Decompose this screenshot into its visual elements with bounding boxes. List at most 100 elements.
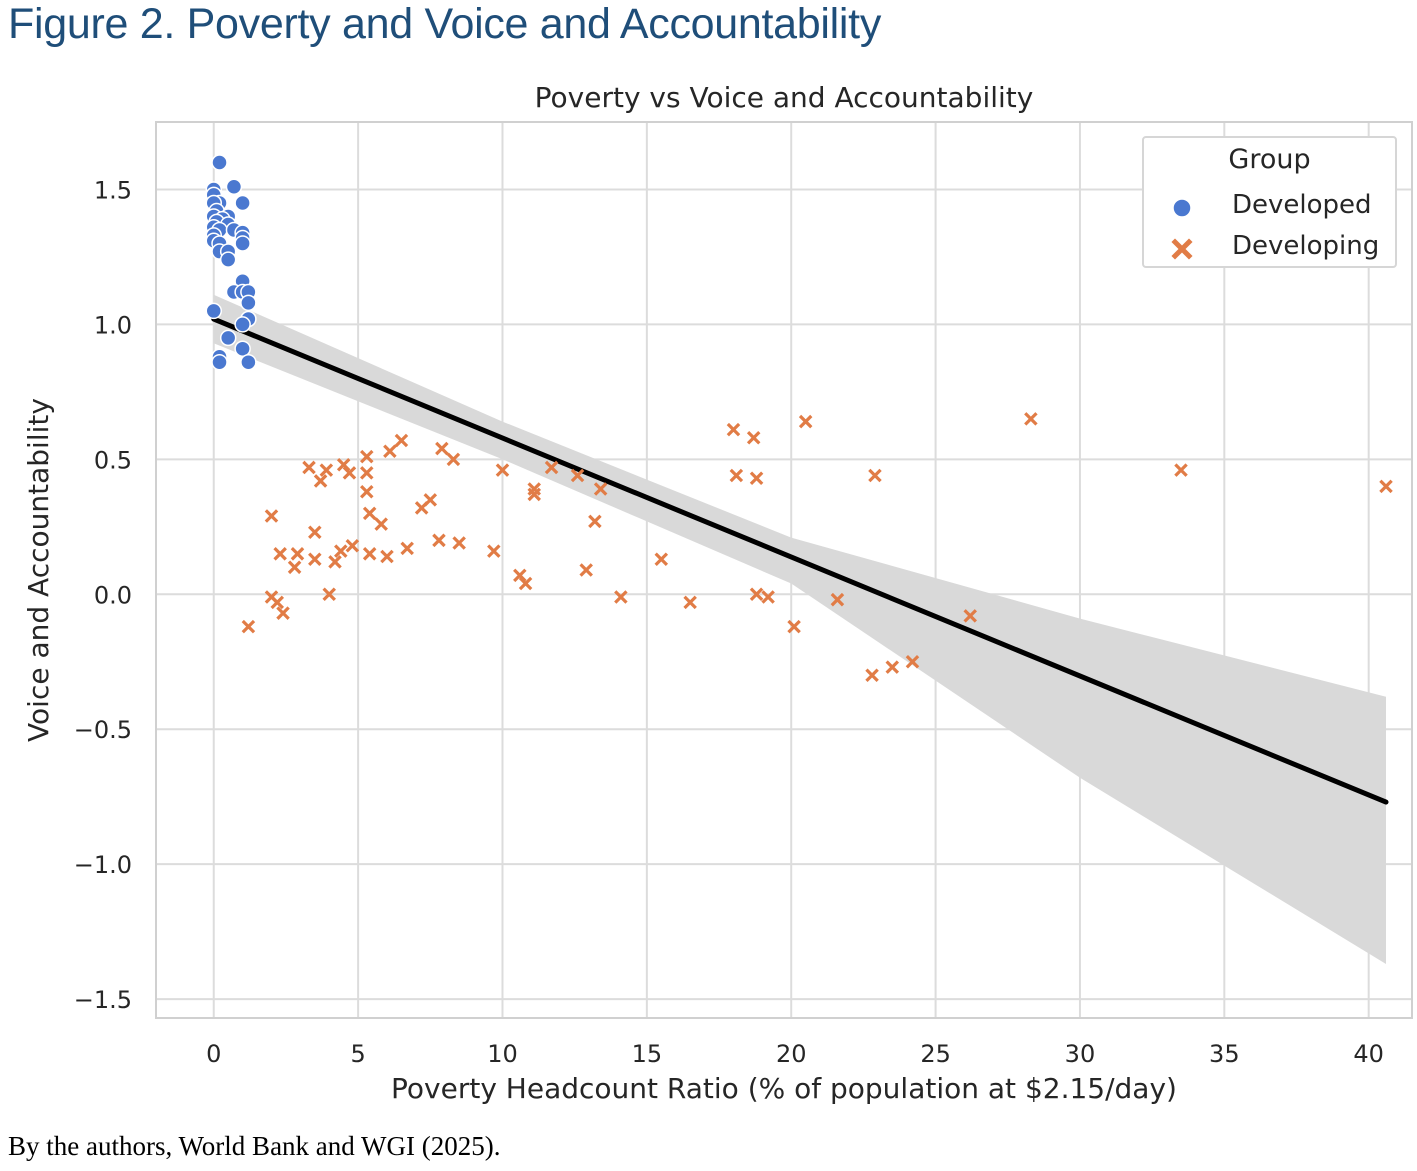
developed-point — [234, 316, 251, 333]
developing-point — [452, 536, 466, 550]
plot-frame — [155, 121, 1413, 1019]
x-tick-label: 5 — [350, 1040, 365, 1068]
developing-point — [513, 568, 527, 583]
developing-point — [336, 457, 351, 472]
developing-point — [868, 468, 882, 483]
y-tick-labels: 1.5 1.0 0.5 0.0 −0.5 −1.0 −1.5 — [74, 176, 132, 1014]
developing-point — [287, 560, 302, 575]
developing-point — [570, 468, 585, 483]
legend-item-developed: Developed — [1170, 190, 1390, 224]
developing-point — [865, 668, 879, 683]
developing-point — [308, 552, 322, 566]
developing-point — [746, 430, 761, 445]
legend-label-developed: Developed — [1232, 190, 1372, 220]
developing-point — [885, 660, 900, 674]
developing-point — [264, 509, 279, 523]
developing-point — [313, 474, 328, 488]
developed-point — [205, 302, 222, 320]
source-note: By the authors, World Bank and WGI (2025… — [8, 1131, 501, 1161]
developing-point — [588, 514, 602, 529]
developing-point — [798, 414, 813, 429]
developed-point — [234, 194, 251, 212]
y-tick-label: 0.5 — [94, 446, 132, 474]
developing-point — [290, 547, 305, 561]
x-tick-label: 15 — [632, 1040, 663, 1068]
developing-point — [761, 590, 775, 604]
x-tick-label: 20 — [776, 1040, 807, 1068]
x-axis-label: Poverty Headcount Ratio (% of population… — [391, 1072, 1177, 1105]
developing-point — [345, 538, 360, 553]
x-tick-label: 40 — [1353, 1040, 1384, 1068]
developed-point — [240, 294, 257, 312]
circle-marker-icon — [1172, 198, 1192, 218]
developing-point — [518, 576, 533, 591]
regression-line — [211, 316, 1389, 805]
developing-point — [328, 555, 342, 569]
x-marker-icon — [1171, 238, 1193, 260]
developing-point — [446, 452, 461, 467]
x-tick-label: 0 — [206, 1040, 221, 1068]
chart-title: Poverty vs Voice and Accountability — [535, 81, 1034, 114]
developing-point — [423, 493, 438, 507]
x-tick-label: 35 — [1209, 1040, 1240, 1068]
developing-point — [905, 654, 920, 669]
developing-point — [400, 541, 414, 556]
developing-point — [487, 544, 501, 558]
developing-point — [749, 471, 764, 486]
legend-item-developing: Developing — [1170, 231, 1390, 265]
developing-point — [729, 468, 744, 483]
developing-point — [432, 533, 446, 548]
confidence-band — [213, 294, 1387, 964]
developing-point — [276, 606, 290, 620]
developing-point — [302, 460, 316, 475]
legend: Group Developed Developing — [1142, 136, 1397, 268]
developing-point — [270, 595, 285, 610]
developing-point — [495, 463, 510, 477]
regression-line-path — [211, 316, 1389, 805]
developing-point — [593, 482, 608, 496]
figure-title: Figure 2. Poverty and Voice and Accounta… — [8, 0, 882, 48]
developing-point — [394, 433, 409, 448]
developing-point — [360, 449, 374, 464]
developing-point — [726, 422, 741, 437]
developing-point — [273, 547, 287, 561]
developed-point — [211, 353, 228, 371]
x-tick-labels: 0 5 10 15 20 25 30 35 40 — [206, 1040, 1384, 1068]
y-tick-label: 0.0 — [94, 581, 132, 609]
developing-point — [579, 563, 593, 577]
developing-point — [383, 444, 397, 459]
developing-point — [1024, 412, 1038, 426]
developing-point — [749, 587, 764, 602]
developing-point — [1174, 463, 1188, 477]
y-tick-label: −1.0 — [74, 851, 132, 879]
developed-point — [211, 154, 228, 171]
legend-title: Group — [1228, 144, 1311, 175]
data-points — [205, 154, 1393, 683]
developing-point — [241, 619, 256, 634]
developed-point — [219, 251, 237, 268]
developing-point — [334, 544, 348, 558]
developed-point — [240, 353, 257, 371]
developed-point — [234, 235, 251, 252]
developing-point — [380, 549, 394, 564]
developing-point — [830, 592, 845, 607]
developed-point — [234, 340, 251, 357]
developing-point — [614, 590, 628, 604]
y-tick-label: −0.5 — [74, 716, 132, 744]
developed-point — [225, 178, 243, 196]
developing-point — [654, 552, 669, 566]
developing-point — [1379, 479, 1393, 494]
developing-point — [787, 619, 801, 634]
x-tick-label: 10 — [487, 1040, 518, 1068]
x-tick-label: 25 — [920, 1040, 951, 1068]
developing-point — [435, 441, 449, 456]
developing-point — [360, 484, 374, 499]
developing-point — [527, 487, 542, 502]
legend-label-developing: Developing — [1232, 231, 1380, 261]
developing-point — [322, 587, 337, 602]
developing-point — [362, 547, 377, 561]
y-tick-label: 1.0 — [94, 311, 132, 339]
developing-point — [319, 463, 334, 477]
developing-point — [308, 525, 322, 539]
